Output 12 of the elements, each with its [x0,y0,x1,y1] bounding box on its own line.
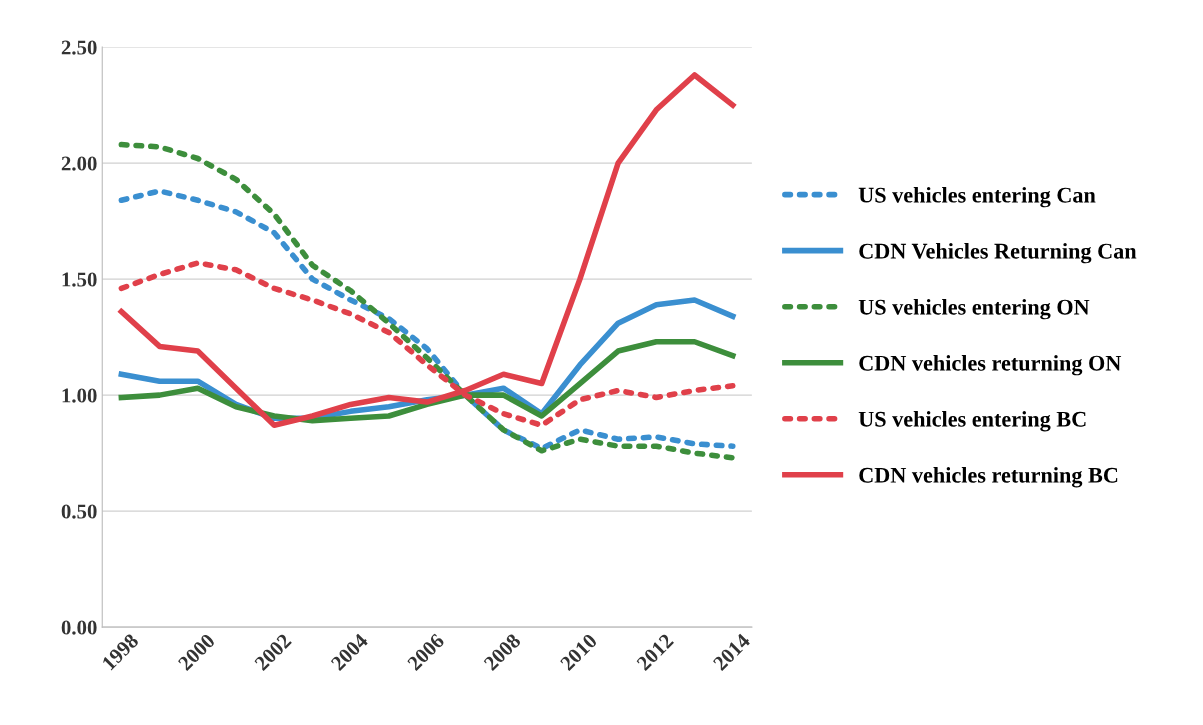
y-tick-label: 0.00 [61,620,97,635]
legend-label: US vehicles entering ON [858,299,1090,320]
legend-label: CDN Vehicles Returning Can [859,243,1137,264]
y-tick-label: 1.00 [62,388,97,403]
legend-label: CDN vehicles returning ON [859,355,1122,376]
legend-label: US vehicles entering BC [858,411,1086,432]
y-tick-label: 1.50 [62,272,97,287]
y-tick-label: 2.50 [61,40,97,55]
y-tick-label: 2.00 [61,156,97,171]
legend-label: CDN vehicles returning BC [859,467,1118,488]
legend-label: US vehicles entering Can [858,186,1096,208]
y-tick-label: 0.50 [61,504,97,519]
